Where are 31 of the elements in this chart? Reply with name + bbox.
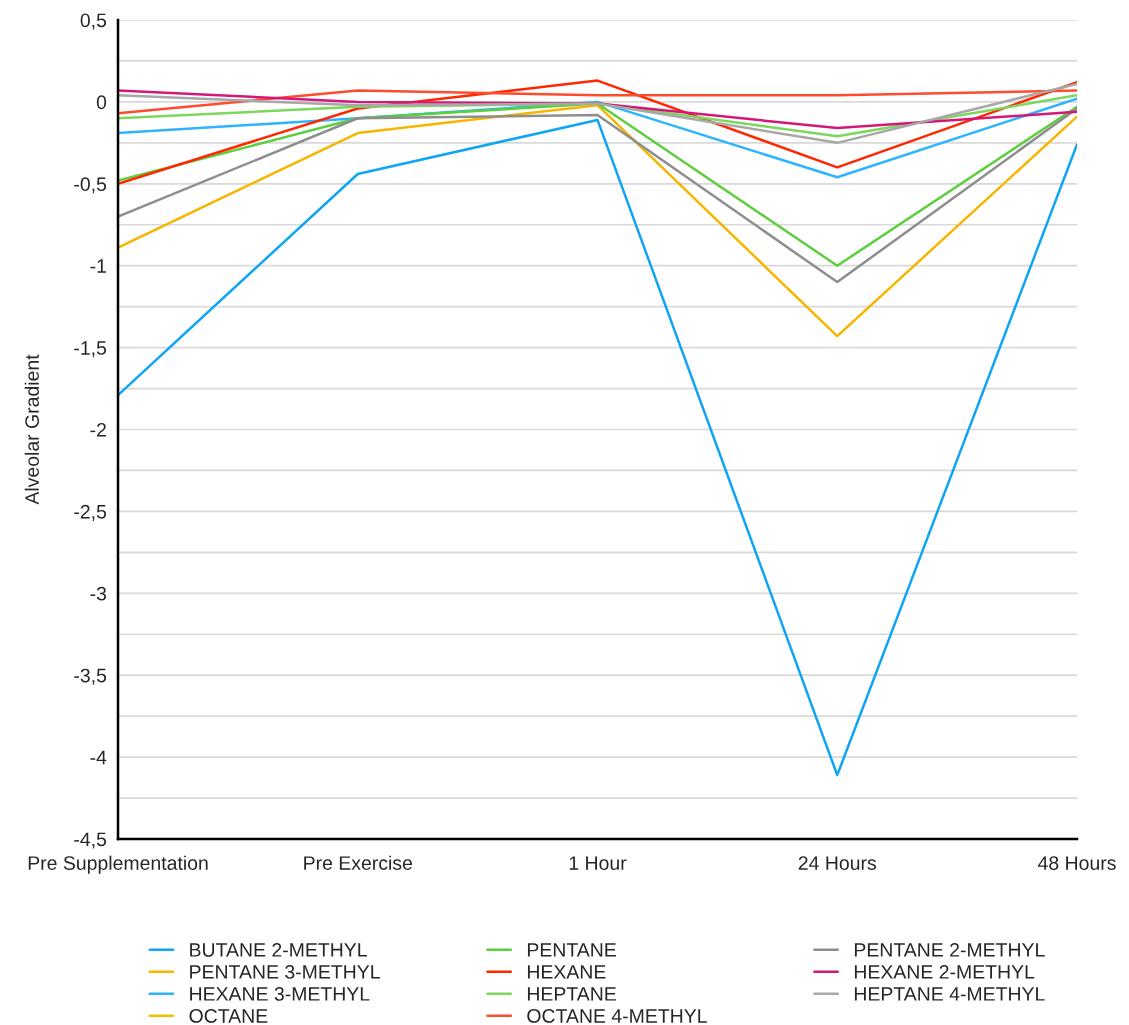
- legend-label: PENTANE 2-METHYL: [854, 943, 1045, 957]
- legend-label: PENTANE 3-METHYL: [190, 965, 380, 979]
- legend-label: HEXANE 3-METHYL: [190, 987, 370, 1001]
- y-tick-label: -2,5: [74, 504, 107, 521]
- x-tick-label: 1 Hour: [569, 856, 627, 870]
- y-tick-label: 0: [96, 95, 107, 110]
- x-tick-label: 24 Hours: [798, 856, 876, 870]
- y-tick-label: -3,5: [74, 668, 107, 685]
- y-tick-label: -1: [90, 259, 106, 273]
- y-tick-label: -3: [90, 586, 107, 601]
- legend-label: PENTANE: [527, 943, 616, 957]
- y-tick-label: -4,5: [74, 832, 107, 849]
- legend-label: OCTANE: [189, 1009, 268, 1023]
- line-series: [118, 82, 1077, 145]
- legend-label: HEXANE 2-METHYL: [854, 965, 1035, 979]
- y-tick-label: -0,5: [74, 177, 107, 194]
- legend-label: HEPTANE 4-METHYL: [854, 987, 1045, 1001]
- legend-label: HEPTANE: [527, 987, 616, 1001]
- x-tick-label: 48 Hours: [1038, 856, 1116, 870]
- x-tick-label: Pre Supplementation: [28, 855, 208, 874]
- y-tick-label: -2: [90, 422, 106, 437]
- line-series: [118, 103, 1077, 338]
- legend-label: BUTANE 2-METHYL: [190, 943, 367, 957]
- y-tick-label: -4: [90, 750, 107, 765]
- y-axis-title: Alveolar Gradient: [24, 354, 39, 505]
- legend-label: OCTANE 4-METHYL: [527, 1009, 707, 1023]
- x-tick-label: Pre Exercise: [304, 855, 412, 870]
- y-tick-label: 0,5: [80, 13, 107, 30]
- line-series: [118, 118, 1077, 777]
- legend-label: HEXANE: [527, 965, 606, 979]
- y-tick-label: -1,5: [74, 341, 107, 358]
